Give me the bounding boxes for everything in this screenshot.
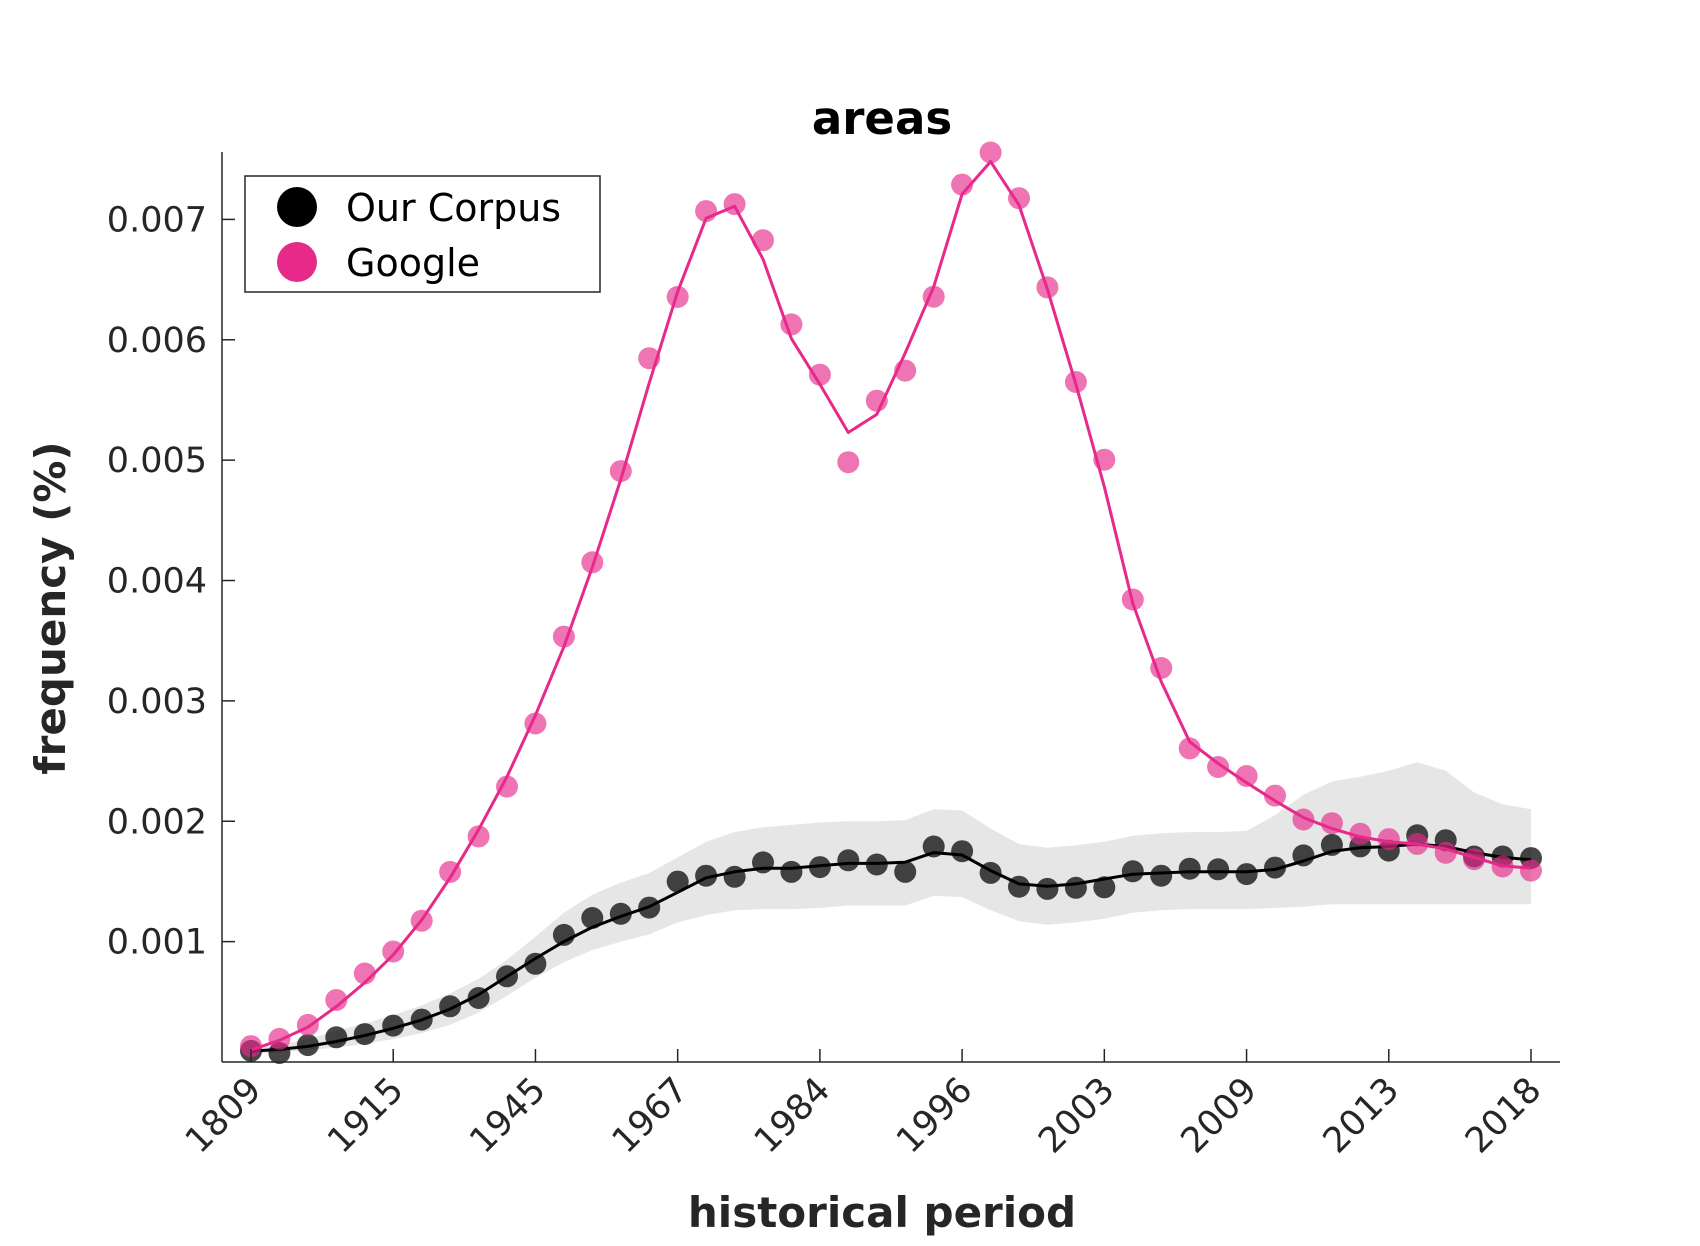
x-tick-label: 1996 — [889, 1070, 980, 1161]
point-google — [1377, 828, 1400, 851]
point-google — [1207, 756, 1230, 778]
point-our-corpus — [1064, 876, 1087, 899]
point-google — [1235, 765, 1258, 787]
point-google — [979, 141, 1002, 164]
point-our-corpus — [780, 860, 803, 883]
line-google — [250, 160, 1532, 1052]
point-google — [325, 989, 348, 1011]
legend-marker-google — [277, 242, 317, 282]
point-google — [1008, 187, 1030, 210]
point-our-corpus — [1207, 858, 1230, 881]
point-our-corpus — [1178, 857, 1201, 880]
y-axis-label: frequency (%) — [26, 441, 75, 774]
point-google — [240, 1035, 262, 1058]
legend-label-google: Google — [346, 241, 480, 285]
point-google — [1264, 784, 1286, 807]
point-our-corpus — [837, 849, 860, 872]
point-our-corpus — [1235, 863, 1258, 886]
line-our-corpus — [250, 842, 1532, 1053]
y-tick-label: 0.006 — [107, 321, 207, 361]
x-tick-label: 1945 — [462, 1070, 553, 1161]
point-our-corpus — [1292, 844, 1315, 867]
point-our-corpus — [581, 907, 604, 929]
point-google — [296, 1013, 319, 1036]
point-our-corpus — [1264, 856, 1286, 879]
point-google — [1463, 848, 1486, 871]
point-google — [496, 775, 518, 798]
x-tick-label: 2013 — [1316, 1070, 1407, 1161]
x-tick-label: 2018 — [1458, 1070, 1549, 1161]
y-tick-label: 0.005 — [107, 441, 207, 481]
legend-label-our-corpus: Our Corpus — [346, 186, 561, 230]
x-tick-label: 1809 — [178, 1070, 269, 1161]
point-our-corpus — [723, 865, 746, 888]
x-tick-label: 1967 — [605, 1070, 696, 1161]
y-tick-label: 0.004 — [107, 562, 207, 602]
point-our-corpus — [1121, 860, 1144, 883]
y-tick-label: 0.007 — [107, 200, 207, 240]
point-our-corpus — [524, 952, 547, 975]
legend-marker-our-corpus — [277, 187, 317, 227]
point-google — [808, 363, 831, 386]
point-google — [1434, 841, 1457, 864]
point-google — [581, 551, 604, 574]
point-our-corpus — [666, 870, 689, 893]
y-tick-label: 0.003 — [107, 682, 207, 722]
x-tick-label: 2009 — [1174, 1070, 1265, 1161]
point-our-corpus — [1036, 877, 1059, 900]
y-tick-label: 0.002 — [107, 802, 207, 842]
point-google — [1520, 859, 1542, 882]
point-google — [1178, 737, 1201, 760]
point-google — [865, 389, 888, 412]
point-our-corpus — [325, 1026, 348, 1049]
point-google — [723, 193, 746, 216]
point-google — [837, 451, 860, 474]
x-tick-label: 1915 — [320, 1070, 411, 1161]
point-our-corpus — [1093, 876, 1116, 899]
confidence-band-our-corpus — [251, 762, 1531, 1054]
series-google — [240, 141, 1542, 1058]
point-our-corpus — [1150, 864, 1173, 887]
series-our-corpus — [240, 824, 1542, 1064]
point-our-corpus — [894, 860, 917, 883]
legend: Our Corpus Google — [244, 175, 601, 293]
x-tick-label: 1984 — [747, 1070, 838, 1161]
point-google — [666, 285, 689, 308]
x-tick-label: 2003 — [1031, 1070, 1122, 1161]
y-tick-label: 0.001 — [107, 923, 207, 963]
chart-title: areas — [812, 92, 952, 145]
plot-area — [240, 141, 1542, 1064]
x-axis-label: historical period — [688, 1188, 1076, 1237]
axes: 0.001 0.002 0.003 0.004 0.005 0.006 0.007 1809 1… — [107, 152, 1560, 1161]
